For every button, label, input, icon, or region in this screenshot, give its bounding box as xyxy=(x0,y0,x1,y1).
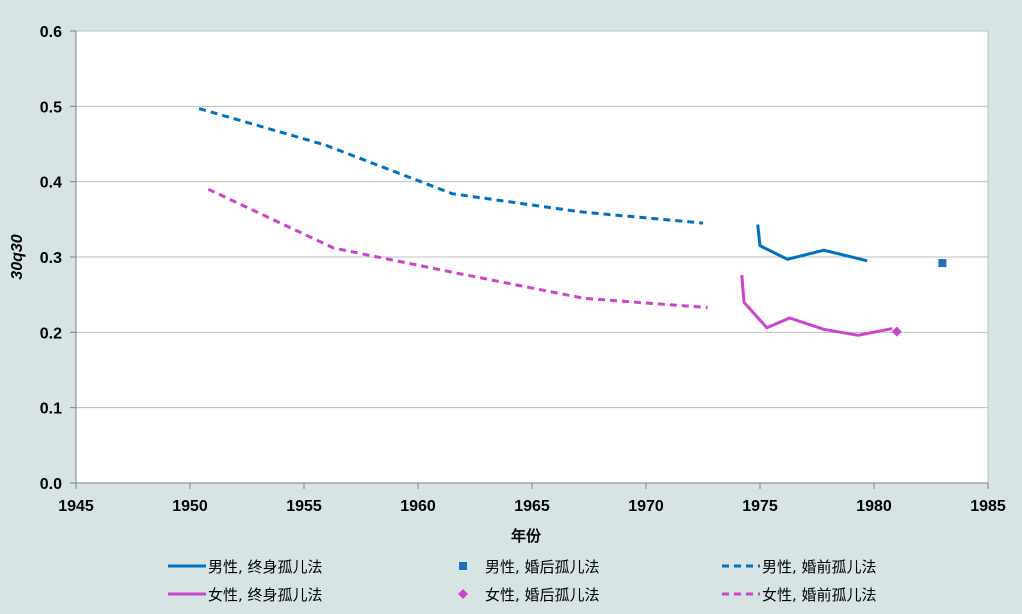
y-tick-label-1: 0.1 xyxy=(40,401,62,418)
y-axis-title: 30q30 xyxy=(9,234,26,279)
legend-label-1: 男性, 婚后孤儿法 xyxy=(485,558,600,576)
x-tick-label-6: 1975 xyxy=(742,498,778,515)
series-point-4-0 xyxy=(891,326,902,337)
legend-item-0: 男性, 终身孤儿法 xyxy=(168,558,323,576)
series-1 xyxy=(938,259,947,268)
legend-marker-4 xyxy=(458,589,468,599)
series-3 xyxy=(740,274,893,337)
legend-item-2: 男性, 婚前孤儿法 xyxy=(722,558,877,576)
x-tick-label-3: 1960 xyxy=(400,498,436,515)
legend-marker-1 xyxy=(459,562,467,570)
y-tick-label-3: 0.3 xyxy=(40,250,62,267)
series-line-2 xyxy=(198,107,704,225)
x-axis-title: 年份 xyxy=(511,527,542,545)
series-5 xyxy=(207,187,708,309)
y-tick-label-4: 0.4 xyxy=(40,175,62,192)
legend-label-2: 男性, 婚前孤儿法 xyxy=(762,558,877,576)
series-0 xyxy=(756,224,868,263)
series-line-5 xyxy=(207,187,708,309)
legend-label-3: 女性, 终身孤儿法 xyxy=(208,586,323,604)
x-tick-label-5: 1970 xyxy=(628,498,664,515)
x-tick-labels: 1945 1950 1955 1960 1965 1970 1975 1980 1985 xyxy=(58,498,1006,515)
series-line-0 xyxy=(756,224,868,263)
x-tick-label-0: 1945 xyxy=(58,498,94,515)
legend-item-4: 女性, 婚后孤儿法 xyxy=(458,586,600,604)
x-tick-label-2: 1955 xyxy=(286,498,322,515)
legend-item-1: 男性, 婚后孤儿法 xyxy=(459,558,600,576)
y-tick-label-0: 0.0 xyxy=(40,476,62,493)
y-tick-label-6: 0.6 xyxy=(40,24,62,41)
series-point-1-0 xyxy=(938,259,947,268)
x-tick-label-4: 1965 xyxy=(514,498,550,515)
series-layer xyxy=(198,107,947,337)
x-tick-label-1: 1950 xyxy=(172,498,208,515)
series-4 xyxy=(891,326,902,337)
legend-item-3: 女性, 终身孤儿法 xyxy=(168,586,323,604)
legend-label-0: 男性, 终身孤儿法 xyxy=(208,558,323,576)
y-tick-label-2: 0.2 xyxy=(40,325,62,342)
series-2 xyxy=(198,107,704,225)
series-line-3 xyxy=(740,274,893,337)
legend-label-4: 女性, 婚后孤儿法 xyxy=(485,586,600,604)
y-tick-label-5: 0.5 xyxy=(40,99,62,116)
legend-label-5: 女性, 婚前孤儿法 xyxy=(762,586,877,604)
x-tick-label-7: 1980 xyxy=(856,498,892,515)
legend-item-5: 女性, 婚前孤儿法 xyxy=(722,586,877,604)
x-tick-label-8: 1985 xyxy=(970,498,1006,515)
y-tick-labels: 0.0 0.1 0.2 0.3 0.4 0.5 0.6 xyxy=(40,24,62,493)
axes xyxy=(70,30,989,489)
